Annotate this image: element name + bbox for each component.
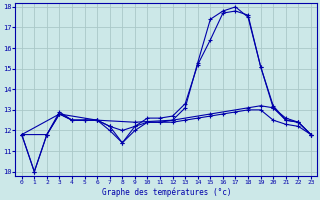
X-axis label: Graphe des températures (°c): Graphe des températures (°c) xyxy=(101,188,231,197)
